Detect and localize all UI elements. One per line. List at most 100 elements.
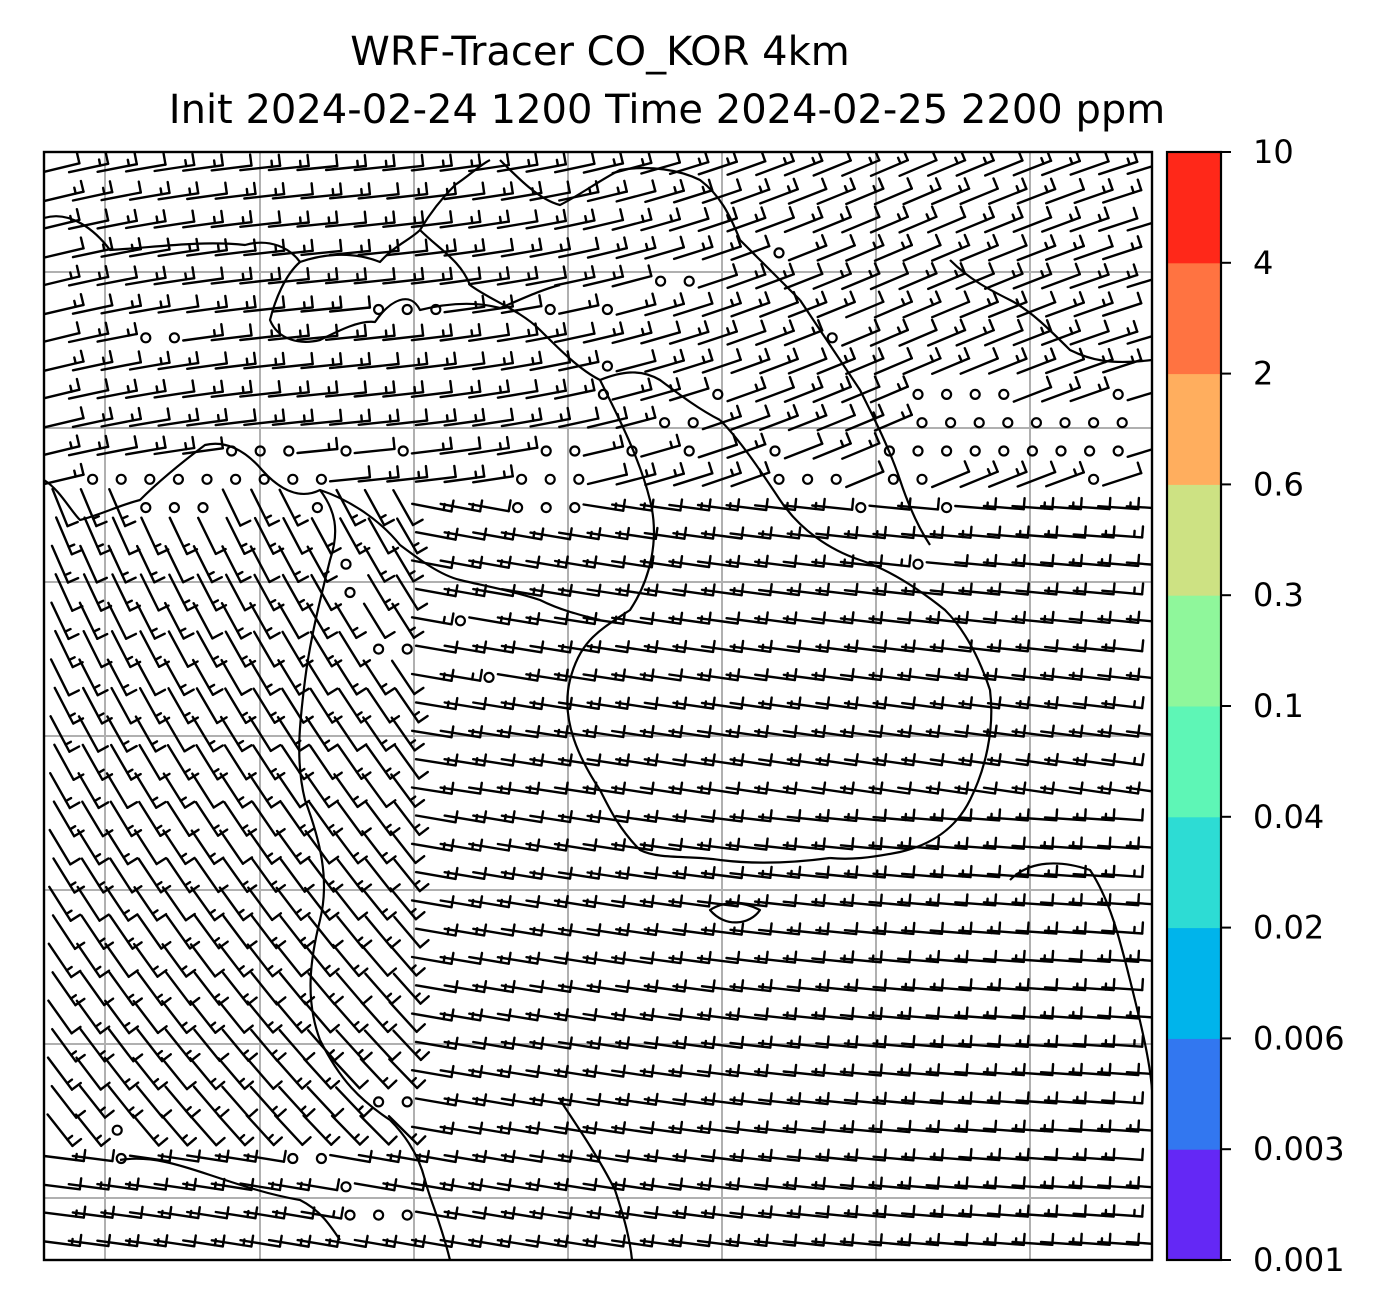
wind-barb-127 xyxy=(357,238,400,257)
wind-barb-885 xyxy=(1125,786,1152,793)
wind-barb-137 xyxy=(644,235,685,260)
wind-barb-144 xyxy=(845,233,885,262)
wind-barb-13 xyxy=(410,153,453,172)
calm-marker-449 xyxy=(773,473,785,485)
wind-barb-680 xyxy=(758,639,802,653)
wind-barb-241 xyxy=(324,323,368,341)
wind-barb-122 xyxy=(214,238,257,257)
wind-barb-38 xyxy=(1126,165,1152,176)
wind-barb-586 xyxy=(281,573,314,612)
wind-barb-218 xyxy=(759,290,799,318)
wind-barb-782 xyxy=(390,716,425,752)
wind-barb-847 xyxy=(49,772,81,810)
wind-barb-697 xyxy=(163,658,195,697)
wind-barb-74 xyxy=(1044,177,1086,205)
wind-barb-373 xyxy=(787,403,828,432)
wind-barb-197 xyxy=(157,294,200,314)
wind-barb-602 xyxy=(729,583,773,597)
wind-barb-358 xyxy=(357,408,400,426)
wind-barb-312 xyxy=(153,379,196,399)
wind-barb-115 xyxy=(1126,221,1152,232)
wind-barb-469 xyxy=(250,488,281,527)
wind-barb-683 xyxy=(843,639,888,653)
wind-barb-967 xyxy=(165,857,200,894)
wind-barb-568 xyxy=(868,554,912,568)
wind-barb-542 xyxy=(135,544,166,584)
wind-barb-621 xyxy=(192,602,224,640)
wind-barb-43 xyxy=(157,181,200,201)
wind-barb-214 xyxy=(644,292,685,317)
calm-marker-430 xyxy=(230,473,242,485)
wind-barb-736 xyxy=(167,687,200,725)
wind-barb-617 xyxy=(78,601,109,640)
wind-barb-1315 xyxy=(217,1114,255,1147)
wind-barb-789 xyxy=(582,724,626,739)
wind-barb-864 xyxy=(525,781,569,795)
coastline-kyushu xyxy=(1009,862,1152,1091)
colorbar-tick-label-4: 0.04 xyxy=(1253,798,1324,836)
wind-barb-543 xyxy=(164,545,195,584)
wind-barb-7 xyxy=(239,153,282,172)
wind-barb-123 xyxy=(243,238,286,257)
wind-barb-1193 xyxy=(1125,1014,1152,1019)
calm-marker-410 xyxy=(769,445,781,457)
wind-barb-770 xyxy=(49,715,81,753)
wind-barb-14 xyxy=(439,153,482,172)
wind-barb-103 xyxy=(783,205,824,234)
wind-barb-220 xyxy=(816,290,856,319)
wind-barb-308 xyxy=(44,377,81,400)
colorbar-segment-5 xyxy=(1167,595,1221,707)
wind-barb-71 xyxy=(959,177,999,206)
wind-barb-1240 xyxy=(274,1057,312,1090)
wind-barb-77 xyxy=(44,207,81,230)
wind-barb-458 xyxy=(1016,460,1057,488)
wind-barb-457 xyxy=(988,460,1028,488)
wind-barb-755 xyxy=(700,696,745,710)
wind-barb-873 xyxy=(782,781,827,795)
wind-barb-1272 xyxy=(78,1084,115,1119)
wind-barb-163 xyxy=(296,267,339,285)
wind-barb-390 xyxy=(181,436,225,455)
wind-barb-16 xyxy=(496,152,539,173)
wind-barb-423 xyxy=(1126,448,1152,458)
wind-barb-758 xyxy=(786,696,831,710)
wind-barb-229 xyxy=(1073,291,1114,318)
wind-barb-1373 xyxy=(757,1148,802,1162)
wind-barb-150 xyxy=(1016,234,1057,262)
wind-barb-346 xyxy=(1126,391,1152,402)
wind-barb-188 xyxy=(1012,262,1053,290)
wind-barb-424 xyxy=(44,462,85,486)
wind-barb-448 xyxy=(730,461,771,488)
wind-barb-547 xyxy=(278,545,310,583)
wind-barb-293 xyxy=(701,348,742,374)
wind-barb-39 xyxy=(44,179,85,203)
wind-barb-561 xyxy=(668,554,712,569)
wind-barb-296 xyxy=(787,347,828,375)
wind-barb-461 xyxy=(1101,461,1143,487)
wind-barb-401 xyxy=(496,435,539,456)
calm-marker-414 xyxy=(883,445,896,457)
wind-barb-180 xyxy=(783,262,824,290)
wind-barb-464 xyxy=(108,488,137,528)
wind-barb-356 xyxy=(300,408,343,426)
calm-marker-345 xyxy=(1112,388,1124,400)
wind-barb-695 xyxy=(106,658,138,697)
wind-barb-294 xyxy=(730,347,771,375)
wind-barbs xyxy=(44,152,1152,1249)
calm-marker-493 xyxy=(940,502,953,514)
wind-barb-636 xyxy=(611,611,655,625)
calm-marker-425 xyxy=(86,473,99,485)
wind-barb-639 xyxy=(696,611,741,625)
wind-barb-208 xyxy=(472,294,514,314)
wind-barb-599 xyxy=(643,583,688,597)
calm-marker-460 xyxy=(1087,473,1100,485)
wind-barb-52 xyxy=(414,181,457,200)
wind-barb-372 xyxy=(759,404,799,431)
colorbar-segment-1 xyxy=(1167,1038,1221,1150)
wind-barb-489 xyxy=(811,497,855,511)
wind-barb-1308 xyxy=(1100,1091,1145,1105)
wind-barb-119 xyxy=(128,237,171,258)
wind-barb-839 xyxy=(901,753,945,767)
calm-marker-1350 xyxy=(115,1152,127,1165)
wind-barb-848 xyxy=(77,772,110,810)
